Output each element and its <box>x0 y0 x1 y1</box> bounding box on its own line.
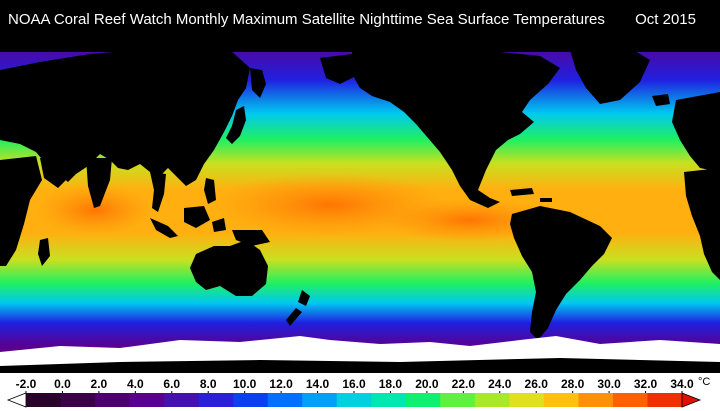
legend-tick-label: 14.0 <box>306 377 330 391</box>
philippine-islands <box>204 178 216 204</box>
sst-map <box>0 40 720 373</box>
legend-color-bar <box>6 391 702 408</box>
asia-landmass <box>0 48 250 186</box>
legend-tick-label: 32.0 <box>634 377 658 391</box>
legend-tick-label: 28.0 <box>561 377 585 391</box>
africa-west-edge <box>684 168 720 280</box>
iceland <box>652 94 670 106</box>
legend-tick-label: 34.0 <box>670 377 694 391</box>
japan-islands <box>226 106 246 144</box>
legend-tick-label: 6.0 <box>163 377 180 391</box>
north-america <box>352 48 560 208</box>
legend-tick-label: 8.0 <box>200 377 217 391</box>
map-title: NOAA Coral Reef Watch Monthly Maximum Sa… <box>8 11 605 28</box>
title-bar: NOAA Coral Reef Watch Monthly Maximum Sa… <box>0 0 720 40</box>
alaska <box>320 54 356 84</box>
legend-tick-label: -2.0 <box>16 377 37 391</box>
indian-subcontinent <box>86 158 112 208</box>
legend-color-swatch <box>440 393 476 407</box>
legend-tick-label: 26.0 <box>525 377 549 391</box>
legend-tick-label: 22.0 <box>452 377 476 391</box>
legend-color-swatch <box>647 393 683 407</box>
legend-above-range-arrow <box>681 392 702 408</box>
legend-color-swatch <box>371 393 407 407</box>
legend-color-swatch <box>198 393 234 407</box>
legend-tick-label: 12.0 <box>269 377 293 391</box>
sst-map-svg <box>0 40 720 373</box>
legend-color-swatch <box>267 393 303 407</box>
map-date: Oct 2015 <box>635 11 696 28</box>
legend-color-swatch <box>612 393 648 407</box>
indonesia-islands <box>150 206 226 238</box>
legend-tick-label: 16.0 <box>342 377 366 391</box>
legend-color-swatch <box>26 393 62 407</box>
legend-color-swatch <box>302 393 338 407</box>
southeast-asia <box>150 172 166 212</box>
legend-tick-label: 20.0 <box>415 377 439 391</box>
legend-color-swatch <box>405 393 441 407</box>
legend-tick-label: 18.0 <box>379 377 403 391</box>
legend-tick-label: 10.0 <box>233 377 257 391</box>
legend-unit-label: °C <box>698 376 710 388</box>
kamchatka-peninsula <box>250 68 266 98</box>
south-america <box>510 206 612 340</box>
madagascar <box>38 238 50 266</box>
legend-color-swatch <box>336 393 372 407</box>
legend-color-swatch <box>509 393 545 407</box>
legend-color-swatch <box>164 393 200 407</box>
temperature-legend: -2.0 0.0 2.0 4.0 6.0 8.0 10.0 12.0 14.0 16.0 18.0 2… <box>0 373 720 411</box>
new-zealand <box>286 290 310 326</box>
legend-color-swatch <box>95 393 131 407</box>
australia <box>190 240 268 296</box>
legend-color-swatch <box>129 393 165 407</box>
legend-tick-label: 4.0 <box>127 377 144 391</box>
caribbean-islands <box>510 188 552 202</box>
legend-color-swatch <box>60 393 96 407</box>
antarctica-coast <box>0 358 720 373</box>
legend-below-range-arrow <box>6 392 27 408</box>
legend-color-swatch <box>474 393 510 407</box>
legend-tick-label: 0.0 <box>54 377 71 391</box>
legend-tick-label: 30.0 <box>597 377 621 391</box>
arabian-peninsula <box>40 156 72 188</box>
europe-west-edge <box>672 92 720 172</box>
legend-tick-label: 24.0 <box>488 377 512 391</box>
legend-svg: -2.0 0.0 2.0 4.0 6.0 8.0 10.0 12.0 14.0 16.0 18.0 2… <box>6 376 710 408</box>
legend-color-swatch <box>233 393 269 407</box>
legend-tick-labels: -2.0 0.0 2.0 4.0 6.0 8.0 10.0 12.0 14.0 16.0 18.0 2… <box>16 377 694 391</box>
legend-tick-label: 2.0 <box>91 377 108 391</box>
africa-east-coast <box>0 156 42 266</box>
indian-ocean-warm-pool <box>35 184 155 236</box>
legend-color-swatch <box>578 393 614 407</box>
land-masses <box>0 48 720 340</box>
legend-color-swatch <box>543 393 579 407</box>
greenland <box>570 48 650 104</box>
